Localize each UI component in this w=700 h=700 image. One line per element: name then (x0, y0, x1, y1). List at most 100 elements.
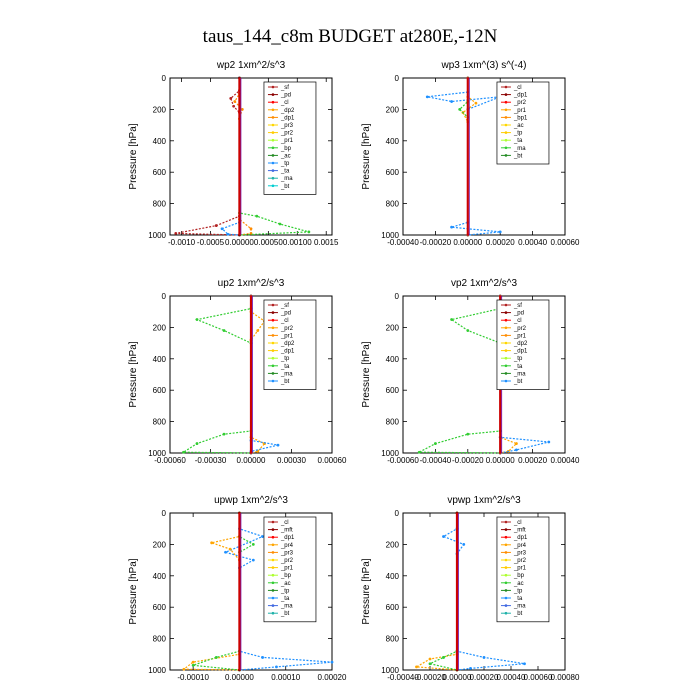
chart-panel: upwp 1xm^2/s^3 Pressure [hPa] 0 200 400 600 80… (128, 495, 347, 682)
legend-label: _dp1 (280, 349, 295, 355)
data-point (469, 667, 472, 670)
y-tick-label: 800 (153, 200, 167, 209)
legend-label: _sf (513, 303, 522, 309)
legend-label: _pr3 (280, 550, 294, 556)
data-point (442, 656, 445, 659)
legend-label: _cl (513, 318, 522, 324)
legend-marker (271, 311, 275, 314)
legend-box (263, 81, 317, 195)
legend-label: _bt (280, 379, 290, 385)
legend-marker (504, 528, 508, 531)
legend-marker (271, 161, 275, 165)
y-axis-label: Pressure [hPa] (128, 123, 139, 189)
legend-label: _dp2 (280, 108, 295, 114)
series-line (414, 513, 458, 671)
legend-marker (504, 154, 508, 157)
x-tick-label: -0.00020 (420, 238, 452, 247)
x-tick-label: -0.00040 (387, 238, 419, 247)
data-point (222, 432, 226, 436)
legend-marker (271, 611, 275, 615)
legend-label: _tp (513, 131, 523, 137)
legend-label: _ta (513, 364, 523, 370)
y-tick-label: 200 (386, 323, 400, 332)
legend-label: _cl (280, 520, 289, 526)
data-point (547, 440, 551, 444)
legend-label: _pr1 (280, 333, 294, 339)
legend-box (496, 299, 550, 390)
y-tick-label: 200 (386, 540, 400, 549)
y-tick-label: 400 (386, 137, 400, 146)
legend-label: _dp1 (513, 535, 528, 541)
legend-marker (504, 326, 508, 330)
x-tick-label: -0.00030 (195, 456, 227, 465)
panel-title: vp2 1xm^2/s^3 (451, 278, 518, 289)
legend-label: _bp (280, 146, 292, 152)
data-point (275, 665, 278, 669)
y-tick-label: 200 (153, 323, 167, 332)
data-point (256, 450, 260, 453)
legend-marker (504, 611, 508, 615)
y-tick-label: 400 (153, 137, 167, 146)
series-line (250, 296, 266, 454)
legend-label: _pr1 (513, 108, 527, 114)
legend-marker (504, 589, 508, 592)
data-point (233, 100, 237, 103)
legend-marker (504, 341, 508, 345)
data-point (229, 97, 233, 100)
legend-marker (504, 318, 508, 322)
legend-box (263, 516, 317, 623)
y-tick-label: 800 (153, 635, 167, 644)
legend-label: _cl (280, 100, 289, 106)
data-point (182, 667, 186, 671)
x-tick-label: 0.00080 (551, 673, 580, 682)
legend-marker (504, 146, 508, 150)
legend-label: _pr1 (280, 138, 294, 144)
legend-label: _bp1 (513, 115, 528, 121)
legend-marker (271, 528, 275, 531)
legend-marker (271, 596, 275, 600)
legend-label: _ta (513, 138, 523, 144)
y-tick-label: 200 (386, 105, 400, 114)
legend-marker (271, 364, 275, 368)
x-tick-label: 0.00040 (551, 456, 580, 465)
legend-label: _dp1 (513, 93, 528, 99)
legend-marker (504, 334, 508, 337)
x-tick-label: 0.00020 (318, 673, 347, 682)
legend-label: _bt (280, 611, 290, 617)
data-point (195, 318, 199, 321)
legend-marker (271, 551, 275, 554)
y-tick-label: 400 (386, 572, 400, 581)
legend-label: _pr2 (280, 558, 294, 564)
legend-marker (271, 581, 275, 585)
y-tick-label: 600 (386, 386, 400, 395)
y-tick-label: 1000 (381, 231, 399, 240)
legend-marker (271, 520, 275, 524)
legend-label: _pr2 (513, 100, 527, 106)
legend-label: _mft (513, 528, 526, 534)
data-point (425, 95, 429, 99)
data-point (224, 550, 227, 554)
legend-marker (504, 116, 508, 119)
plot-frame (169, 512, 333, 671)
legend-label: _ta (280, 364, 290, 370)
legend-marker (504, 566, 508, 569)
series-line (418, 296, 501, 454)
x-tick-label: 0.00020 (486, 238, 515, 247)
data-point (450, 225, 453, 229)
legend-label: _cl (513, 520, 522, 526)
series-line (181, 296, 252, 454)
legend-marker (271, 318, 275, 322)
legend-marker (504, 596, 508, 600)
x-tick-label: -0.00060 (154, 456, 186, 465)
legend-marker (271, 349, 275, 352)
legend-marker (504, 558, 508, 562)
x-tick-label: 0.00060 (524, 673, 553, 682)
data-point (240, 108, 244, 111)
legend-marker (504, 535, 508, 539)
data-point (434, 442, 437, 445)
legend-marker (504, 303, 508, 307)
legend-marker (504, 85, 508, 89)
legend-marker (504, 356, 508, 360)
y-tick-label: 1000 (148, 231, 166, 240)
x-tick-label: 0.00100 (283, 238, 312, 247)
